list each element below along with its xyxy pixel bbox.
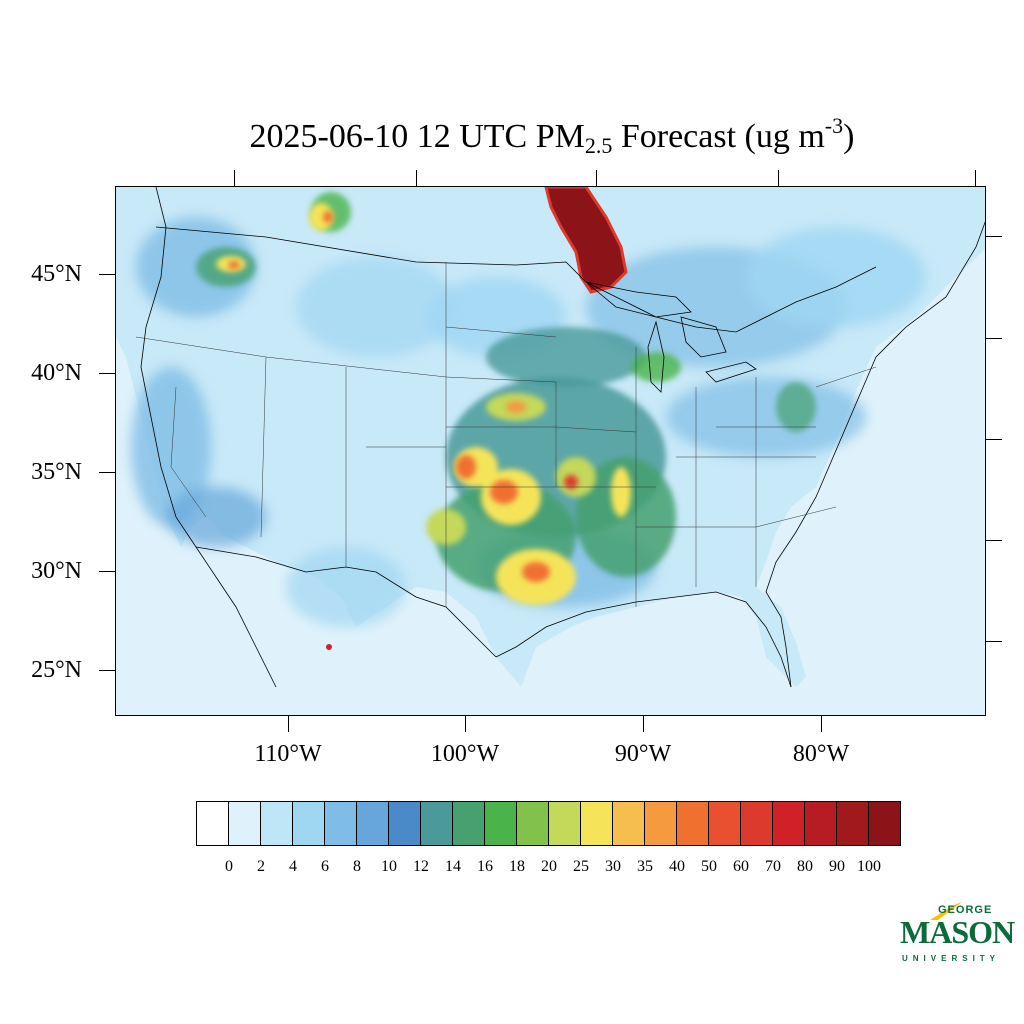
colorbar-swatch bbox=[197, 802, 229, 845]
colorbar-swatch bbox=[869, 802, 900, 845]
coastline-east bbox=[765, 221, 985, 688]
colorbar-swatch bbox=[677, 802, 709, 845]
colorbar-swatch bbox=[549, 802, 581, 845]
us-canada-border bbox=[155, 226, 877, 333]
lake-superior bbox=[585, 281, 692, 318]
coastline-west bbox=[140, 187, 277, 688]
lake-huron bbox=[680, 316, 727, 358]
lat-label-40n: 40°N bbox=[31, 360, 82, 386]
colorbar-swatch bbox=[261, 802, 293, 845]
top-tick bbox=[975, 170, 976, 186]
map-boundaries bbox=[140, 187, 985, 688]
colorbar-swatch bbox=[421, 802, 453, 845]
colorbar-label: 25 bbox=[573, 858, 589, 875]
lon-label-110w: 110°W bbox=[254, 741, 322, 767]
right-tick bbox=[986, 439, 1002, 440]
map-panel bbox=[115, 186, 986, 716]
colorbar-label: 14 bbox=[445, 858, 461, 875]
us-mexico-border bbox=[195, 546, 497, 658]
logo-main-text: MASON bbox=[900, 914, 1015, 950]
logo-top-text: GEORGE bbox=[938, 904, 993, 916]
colorbar-label: 50 bbox=[701, 858, 717, 875]
colorbar-label: 80 bbox=[797, 858, 813, 875]
map-title: 2025-06-10 12 UTC PM2.5 Forecast (ug m-3… bbox=[249, 113, 855, 158]
state-borders bbox=[135, 262, 877, 607]
colorbar-label: 4 bbox=[289, 858, 297, 875]
colorbar-swatch bbox=[453, 802, 485, 845]
colorbar-swatch bbox=[517, 802, 549, 845]
colorbar-swatch bbox=[293, 802, 325, 845]
colorbar-label: 12 bbox=[413, 858, 429, 875]
lake-michigan bbox=[647, 320, 665, 393]
colorbar-label: 20 bbox=[541, 858, 557, 875]
lon-label-80w: 80°W bbox=[792, 741, 850, 767]
colorbar-label: 8 bbox=[353, 858, 361, 875]
lon-label-100w: 100°W bbox=[430, 741, 500, 767]
colorbar-label: 35 bbox=[637, 858, 653, 875]
colorbar-swatch bbox=[229, 802, 261, 845]
bottom-tick bbox=[643, 716, 644, 732]
pm25-map bbox=[116, 187, 985, 688]
lat-label-25n: 25°N bbox=[31, 657, 82, 683]
right-tick bbox=[986, 540, 1002, 541]
right-tick bbox=[986, 338, 1002, 339]
colorbar bbox=[196, 801, 901, 846]
colorbar-swatch bbox=[741, 802, 773, 845]
colorbar-swatch bbox=[325, 802, 357, 845]
colorbar-swatch bbox=[357, 802, 389, 845]
colorbar-label: 90 bbox=[829, 858, 845, 875]
colorbar-swatch bbox=[837, 802, 869, 845]
colorbar-label: 70 bbox=[765, 858, 781, 875]
lat-label-45n: 45°N bbox=[31, 261, 82, 287]
logo-bottom-text: UNIVERSITY bbox=[902, 954, 1001, 963]
colorbar-label: 10 bbox=[381, 858, 397, 875]
colorbar-labels: 0 2 4 6 8 10 12 14 16 18 20 25 30 35 40 50 60 70 80 90 100 bbox=[0, 858, 1024, 878]
colorbar-label: 18 bbox=[509, 858, 525, 875]
colorbar-label: 2 bbox=[257, 858, 265, 875]
lake-erie bbox=[705, 361, 757, 383]
logo-flame-icon bbox=[930, 902, 962, 920]
hotspot-mexico bbox=[326, 644, 332, 650]
bottom-tick bbox=[821, 716, 822, 732]
left-tick bbox=[99, 373, 115, 374]
colorbar-label: 100 bbox=[857, 858, 881, 875]
right-tick bbox=[986, 236, 1002, 237]
top-tick bbox=[416, 170, 417, 186]
left-tick bbox=[99, 670, 115, 671]
colorbar-label: 30 bbox=[605, 858, 621, 875]
colorbar-label: 16 bbox=[477, 858, 493, 875]
right-tick bbox=[986, 641, 1002, 642]
lat-label-30n: 30°N bbox=[31, 558, 82, 584]
left-tick bbox=[99, 472, 115, 473]
left-tick bbox=[99, 571, 115, 572]
pm-hotspot-layer bbox=[228, 211, 578, 582]
colorbar-swatch bbox=[709, 802, 741, 845]
bottom-tick bbox=[288, 716, 289, 732]
colorbar-swatch bbox=[805, 802, 837, 845]
colorbar-label: 6 bbox=[321, 858, 329, 875]
colorbar-label: 60 bbox=[733, 858, 749, 875]
lon-label-90w: 90°W bbox=[614, 741, 672, 767]
top-tick bbox=[596, 170, 597, 186]
colorbar-swatch bbox=[389, 802, 421, 845]
left-tick bbox=[99, 274, 115, 275]
colorbar-swatch bbox=[773, 802, 805, 845]
colorbar-label: 0 bbox=[225, 858, 233, 875]
colorbar-swatch bbox=[613, 802, 645, 845]
colorbar-label: 40 bbox=[669, 858, 685, 875]
lat-label-35n: 35°N bbox=[31, 459, 82, 485]
colorbar-swatch bbox=[581, 802, 613, 845]
coastline-gulf bbox=[495, 591, 792, 688]
top-tick bbox=[234, 170, 235, 186]
gmu-logo: GEORGE MASON UNIVERSITY bbox=[898, 900, 1015, 970]
bottom-tick bbox=[465, 716, 466, 732]
top-tick bbox=[778, 170, 779, 186]
colorbar-swatch bbox=[485, 802, 517, 845]
colorbar-swatch bbox=[645, 802, 677, 845]
